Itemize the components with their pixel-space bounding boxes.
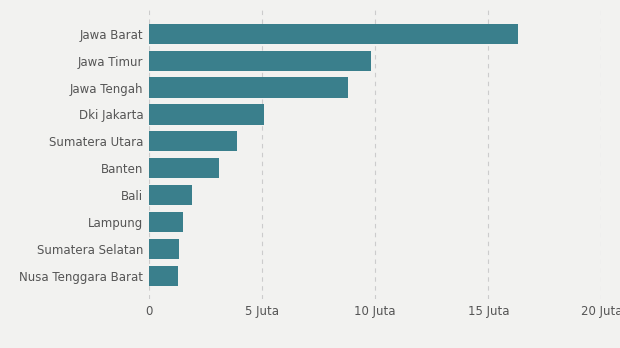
- Bar: [149, 104, 264, 125]
- Bar: [149, 185, 192, 205]
- Bar: [149, 50, 371, 71]
- Bar: [149, 212, 183, 232]
- Bar: [149, 78, 348, 98]
- Bar: [149, 158, 219, 179]
- Bar: [149, 131, 237, 151]
- Bar: [149, 266, 178, 286]
- Bar: [149, 239, 179, 259]
- Bar: [149, 24, 518, 44]
